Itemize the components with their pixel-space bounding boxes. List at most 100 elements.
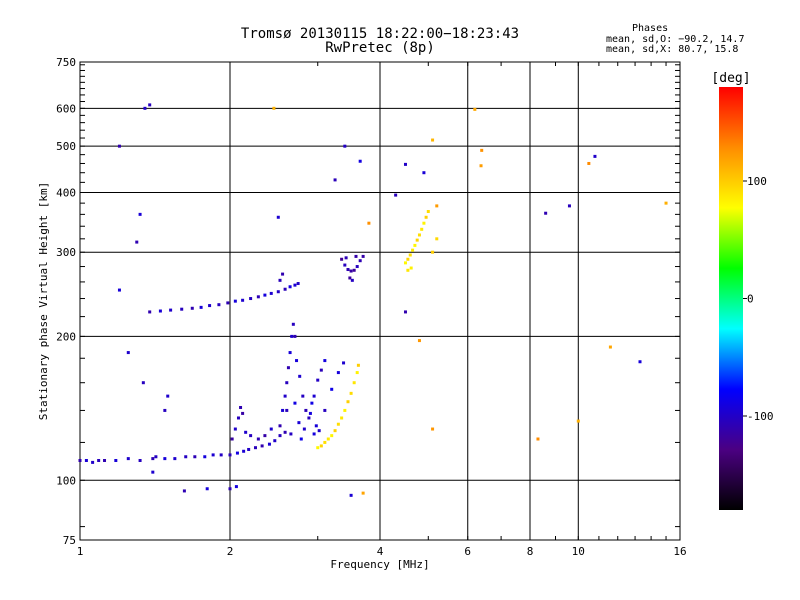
data-point: [283, 430, 287, 434]
data-point: [431, 138, 435, 142]
data-point: [340, 257, 344, 261]
data-point: [296, 282, 300, 286]
data-point: [403, 162, 407, 166]
data-point: [536, 437, 540, 441]
data-point: [226, 301, 230, 305]
data-point: [343, 144, 347, 148]
data-point: [576, 419, 580, 423]
data-point: [163, 457, 167, 461]
data-point: [336, 371, 340, 375]
data-point: [346, 268, 350, 272]
data-point: [288, 285, 292, 289]
y-tick-label: 600: [56, 102, 76, 115]
data-point: [312, 394, 316, 398]
data-point: [260, 444, 264, 448]
data-point: [117, 144, 121, 148]
data-point: [203, 455, 207, 459]
data-point: [278, 434, 282, 438]
colorbar-label: [deg]: [711, 71, 750, 86]
data-point: [276, 290, 280, 294]
data-point: [288, 351, 292, 355]
phases-heading: Phases: [632, 23, 669, 34]
x-tick-label: 8: [527, 545, 534, 558]
trace-e-cloud: [285, 361, 346, 441]
data-point: [349, 493, 353, 497]
trace-es-cusp: [278, 322, 327, 428]
data-point: [358, 259, 362, 263]
data-point: [180, 307, 184, 311]
data-point: [103, 458, 107, 462]
data-point: [431, 250, 435, 254]
colorbar-tick-label: 100: [747, 175, 767, 188]
data-point: [422, 221, 426, 225]
data-point: [343, 263, 347, 267]
data-point: [417, 233, 421, 237]
data-point: [426, 210, 430, 214]
data-point: [593, 154, 597, 158]
data-point: [91, 460, 95, 464]
data-point: [301, 394, 305, 398]
data-point: [348, 276, 352, 280]
data-point: [281, 408, 285, 412]
data-point: [199, 305, 203, 309]
data-point: [415, 238, 419, 242]
data-point: [291, 322, 295, 326]
y-tick-label: 300: [56, 246, 76, 259]
data-point: [228, 487, 232, 491]
data-point: [166, 394, 170, 398]
data-point: [417, 339, 421, 343]
y-tick-label: 750: [56, 56, 76, 69]
data-point: [211, 453, 215, 457]
data-point: [249, 434, 253, 438]
data-point: [184, 455, 188, 459]
trace-noise-warm: [272, 106, 668, 495]
data-point: [344, 256, 348, 260]
data-point: [148, 103, 152, 107]
data-point: [293, 283, 297, 287]
data-point: [435, 237, 439, 241]
data-point: [278, 424, 282, 428]
data-point: [323, 440, 327, 444]
data-point: [138, 458, 142, 462]
data-point: [355, 265, 359, 269]
data-point: [233, 299, 237, 303]
trace-f1-region: [148, 272, 300, 314]
data-point: [84, 458, 88, 462]
data-point: [638, 360, 642, 364]
data-point: [319, 368, 323, 372]
data-point: [361, 491, 365, 495]
data-point: [297, 421, 301, 425]
y-tick-label: 400: [56, 186, 76, 199]
data-point: [263, 434, 267, 438]
data-point: [283, 287, 287, 291]
data-point: [272, 106, 276, 110]
data-point: [664, 201, 668, 205]
data-point: [193, 455, 197, 459]
data-point: [241, 411, 245, 415]
data-point: [285, 381, 289, 385]
data-point: [126, 457, 130, 461]
trace-noise: [117, 103, 642, 497]
trace-e-o-mode: [316, 363, 360, 450]
x-tick-label: 16: [673, 545, 686, 558]
data-point: [143, 106, 147, 110]
phases-mean-x: mean, sd,X: 80.7, 15.8: [606, 44, 739, 55]
data-point: [406, 268, 410, 272]
data-point: [208, 304, 212, 308]
data-point: [352, 268, 356, 272]
data-point: [480, 148, 484, 152]
data-point: [269, 291, 273, 295]
data-point: [349, 391, 353, 395]
data-point: [293, 401, 297, 405]
data-point: [435, 204, 439, 208]
y-tick-label: 100: [56, 474, 76, 487]
data-point: [253, 446, 257, 450]
x-tick-label: 1: [77, 545, 84, 558]
data-point: [333, 178, 337, 182]
data-point: [263, 293, 267, 297]
data-point: [217, 303, 221, 307]
data-point: [323, 359, 327, 363]
trace-e-region: [78, 430, 287, 464]
data-point: [319, 444, 323, 448]
data-point: [158, 309, 162, 313]
